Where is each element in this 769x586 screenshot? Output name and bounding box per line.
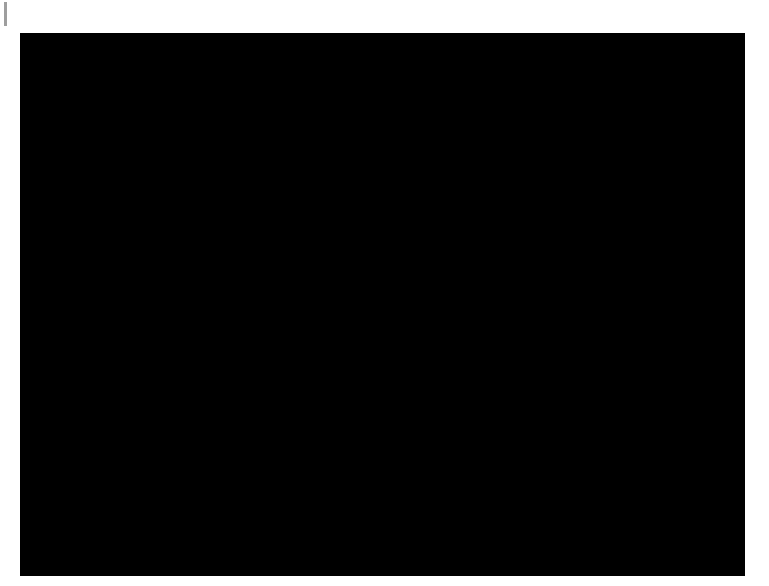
cell-output-marker [4, 2, 7, 26]
word-cloud-canvas [20, 33, 745, 576]
word-cloud-image [20, 33, 745, 576]
